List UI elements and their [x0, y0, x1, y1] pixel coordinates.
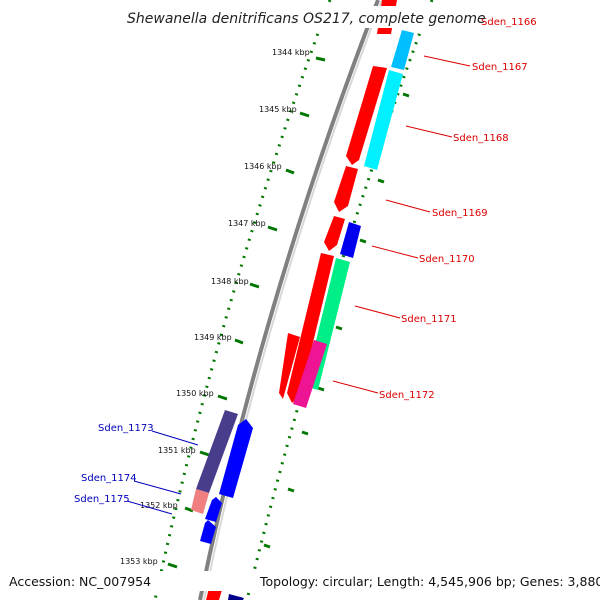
- map-title: Shewanella denitrificans OS217, complete…: [127, 11, 486, 27]
- gene-arrow-sden-1171[interactable]: [287, 253, 334, 403]
- gene-arrow-sden-1174-strand[interactable]: [205, 497, 222, 522]
- gene-arrow-sden-1172[interactable]: [279, 333, 300, 399]
- gene-label-sden-1173[interactable]: Sden_1173: [98, 423, 154, 434]
- cog-segment-cyan: [391, 30, 414, 70]
- tick-mark: [315, 56, 326, 62]
- forward-cds-track: [206, 0, 397, 600]
- tick-label: 1352 kbp: [140, 501, 178, 510]
- tick-label: 1350 kbp: [176, 389, 214, 398]
- tick-label: 1347 kbp: [228, 219, 266, 228]
- tick-labels: 1344 kbp 1345 kbp 1346 kbp 1347 kbp 1348…: [120, 48, 310, 566]
- tick-label: 1345 kbp: [259, 105, 297, 114]
- title-backing: [120, 6, 478, 28]
- gene-arrow-sden-1173[interactable]: [196, 410, 238, 493]
- tick-mark: [167, 562, 178, 569]
- gene-arrow-sden-1174[interactable]: [191, 489, 209, 514]
- accession-text: Accession: NC_007954: [9, 574, 151, 589]
- gene-label-sden-1174[interactable]: Sden_1174: [81, 473, 137, 484]
- gene-label-sden-1170[interactable]: Sden_1170: [419, 254, 475, 265]
- left-gene-labels: Sden_1173 Sden_1174 Sden_1175: [74, 423, 154, 505]
- gene-arrow-sden-1170[interactable]: [324, 216, 345, 251]
- tick-mark: [299, 111, 310, 118]
- cog-segment-navy: [228, 594, 244, 600]
- tick-mark: [249, 282, 260, 289]
- topology-text: Topology: circular; Length: 4,545,906 bp…: [259, 574, 600, 589]
- cog-segment-cyan: [364, 70, 403, 170]
- tick-mark: [217, 394, 228, 401]
- footer-backing: [4, 571, 258, 591]
- tick-mark: [184, 506, 194, 513]
- tick-mark: [199, 450, 210, 457]
- gene-label-sden-1167[interactable]: Sden_1167: [472, 62, 528, 73]
- tick-label: 1353 kbp: [120, 557, 158, 566]
- right-leader-lines: [332, 11, 479, 394]
- tick-mark: [285, 168, 295, 175]
- cog-track: [228, 30, 414, 600]
- tick-mark: [234, 338, 244, 345]
- footer-backing-right: [256, 571, 596, 591]
- dotted-track-outer: [153, 0, 332, 600]
- gene-label-sden-1166[interactable]: Sden_1166: [481, 17, 537, 28]
- genome-backbone-highlight: [203, 0, 383, 600]
- tick-label: 1348 kbp: [211, 277, 249, 286]
- gene-label-sden-1172[interactable]: Sden_1172: [379, 390, 435, 401]
- genome-backbone: [198, 0, 380, 600]
- gene-arrow-sden-1175[interactable]: [200, 520, 216, 544]
- inner-ticks: [263, 92, 410, 549]
- tick-label: 1351 kbp: [158, 446, 196, 455]
- tick-mark: [267, 225, 278, 232]
- left-leader-lines: [126, 430, 199, 515]
- tick-label: 1346 kbp: [244, 162, 282, 171]
- gene-arrow-sden-1169[interactable]: [334, 166, 358, 212]
- gene-label-sden-1168[interactable]: Sden_1168: [453, 133, 509, 144]
- tick-label: 1349 kbp: [194, 333, 232, 342]
- cog-segment-blue: [340, 222, 361, 258]
- right-gene-labels: Sden_1166 Sden_1167 Sden_1168 Sden_1169 …: [379, 17, 537, 401]
- gene-label-sden-1171[interactable]: Sden_1171: [401, 314, 457, 325]
- tick-label: 1344 kbp: [272, 48, 310, 57]
- scale-ticks: [167, 56, 326, 569]
- gene-label-sden-1175[interactable]: Sden_1175: [74, 494, 130, 505]
- reverse-cds-track: [191, 410, 253, 544]
- gene-arrow-sden-1173-strand[interactable]: [219, 419, 253, 498]
- cog-segment-magenta: [293, 340, 327, 408]
- gene-arrow-sden-1167[interactable]: [346, 66, 387, 165]
- gene-label-sden-1169[interactable]: Sden_1169: [432, 208, 488, 219]
